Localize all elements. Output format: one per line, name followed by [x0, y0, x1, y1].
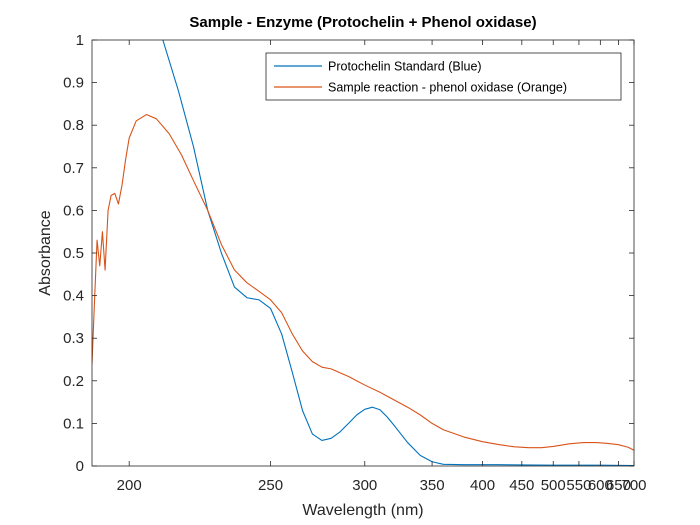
x-tick-label-700: 700	[621, 477, 646, 494]
legend-label-sample-reaction: Sample reaction - phenol oxidase (Orange…	[328, 81, 567, 95]
x-tick-label-600: 600	[588, 477, 613, 494]
x-tick-label-650: 650	[606, 477, 631, 494]
x-tick-label-250: 250	[258, 477, 283, 494]
legend: Protochelin Standard (Blue) Sample react…	[265, 52, 622, 101]
series-line-sample-reaction	[92, 114, 634, 451]
y-tick-label-3: 0.3	[63, 330, 84, 347]
y-axis-label: Absorbance	[37, 210, 54, 295]
legend-box	[265, 52, 622, 101]
x-axis-label: Wavelength (nm)	[302, 502, 423, 519]
y-tick-label-0: 0	[76, 458, 84, 475]
x-tick-label-200: 200	[117, 477, 142, 494]
x-tick-label-400: 400	[470, 477, 495, 494]
x-tick-label-300: 300	[352, 477, 377, 494]
y-tick-label-6: 0.6	[63, 202, 84, 219]
x-tick-label-350: 350	[420, 477, 445, 494]
x-tick-label-450: 450	[509, 477, 534, 494]
y-tick-label-4: 0.4	[63, 288, 84, 305]
plot-area	[92, 40, 634, 466]
y-tick-label-7: 0.7	[63, 160, 84, 177]
axes-box	[91, 39, 635, 467]
chart-title: Sample - Enzyme (Protochelin + Phenol ox…	[189, 14, 536, 31]
y-tick-label-8: 0.8	[63, 117, 84, 134]
series-line-protochelin	[162, 40, 634, 466]
legend-label-protochelin: Protochelin Standard (Blue)	[328, 60, 482, 74]
y-tick-label-2: 0.2	[63, 373, 84, 390]
x-tick-label-500: 500	[541, 477, 566, 494]
y-tick-label-9: 0.9	[63, 75, 84, 92]
y-tick-label-5: 0.5	[63, 245, 84, 262]
series-layer	[92, 40, 634, 466]
x-tick-label-550: 550	[566, 477, 591, 494]
y-tick-label-1: 0.1	[63, 415, 84, 432]
y-tick-label-10: 1	[76, 32, 84, 49]
